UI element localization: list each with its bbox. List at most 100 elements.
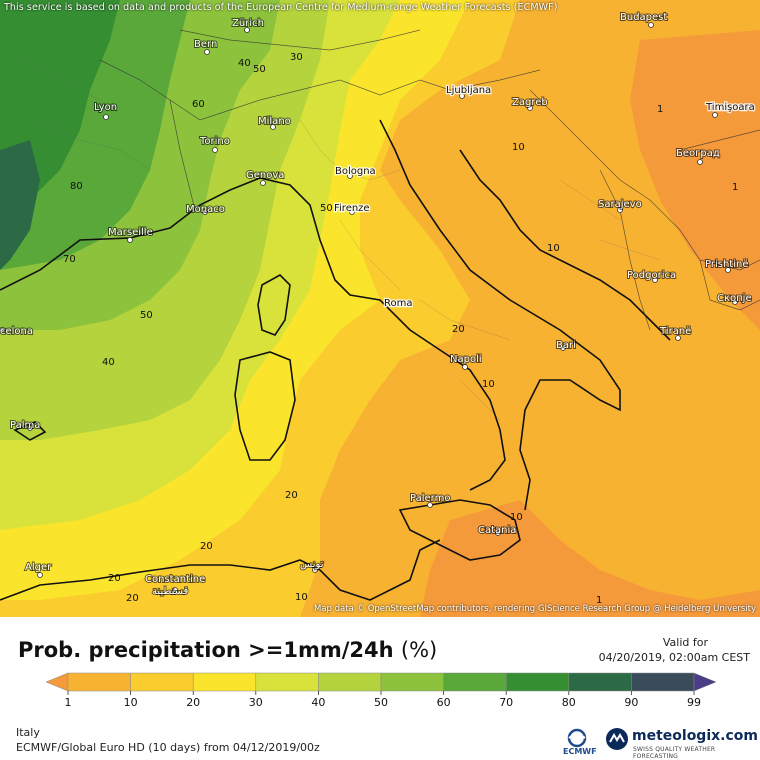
svg-text:60: 60 — [192, 99, 205, 110]
city-milano[interactable]: Milano — [257, 115, 292, 130]
city-ljubljana[interactable]: Ljubljana — [445, 84, 492, 99]
svg-text:70: 70 — [63, 254, 76, 265]
legend-swatch — [255, 672, 319, 692]
city-firenze[interactable]: Firenze — [333, 202, 371, 216]
city-podgorica[interactable]: Podgorica — [626, 269, 677, 283]
svg-text:1: 1 — [732, 182, 738, 193]
city-genova[interactable]: Genova — [245, 169, 285, 186]
city-tirane[interactable]: Tiranë — [658, 325, 692, 341]
svg-text:Monaco: Monaco — [186, 204, 225, 215]
city-catania[interactable]: Catania — [477, 524, 517, 537]
borders — [99, 29, 760, 331]
legend-swatch — [568, 672, 632, 692]
legend-tick-label: 10 — [123, 696, 138, 709]
svg-text:10: 10 — [547, 243, 560, 254]
ecmwf-logo[interactable] — [560, 727, 594, 757]
svg-text:Palma: Palma — [10, 420, 40, 431]
legend-tick-label: 90 — [624, 696, 639, 709]
city-marseille[interactable]: Marseille — [107, 226, 154, 243]
svg-text:1: 1 — [657, 104, 663, 115]
svg-text:20: 20 — [200, 541, 213, 552]
meteologix-logo-icon[interactable] — [605, 727, 629, 751]
city-beograd[interactable]: Београд — [675, 147, 721, 165]
ecmwf-attribution: This service is based on data and produc… — [4, 2, 558, 13]
band-1b — [420, 500, 760, 617]
svg-text:Скопје: Скопје — [717, 292, 752, 304]
svg-text:Zagreb: Zagreb — [512, 97, 548, 108]
legend-tick-label: 40 — [311, 696, 326, 709]
city-alger[interactable]: Alger — [24, 561, 53, 578]
city-monaco[interactable]: Monaco — [185, 203, 226, 216]
valid-label: Valid for — [662, 636, 708, 649]
svg-text:50: 50 — [320, 203, 333, 214]
svg-text:Sarajevo: Sarajevo — [598, 199, 642, 210]
legend-swatch — [130, 672, 194, 692]
svg-text:Palermo: Palermo — [410, 493, 450, 504]
svg-text:Prishtinë: Prishtinë — [705, 259, 748, 270]
legend-tick-label: 60 — [436, 696, 451, 709]
svg-text:Marseille: Marseille — [108, 227, 153, 238]
svg-text:celona: celona — [0, 326, 33, 337]
svg-text:1: 1 — [596, 595, 602, 606]
ecmwf-logo-text: ECMWF — [563, 747, 597, 756]
regional-borders — [19, 59, 661, 421]
svg-text:Napoli: Napoli — [450, 354, 482, 365]
legend-swatch — [318, 672, 382, 692]
svg-text:Roma: Roma — [384, 298, 413, 309]
legend-tick-label: 30 — [248, 696, 263, 709]
svg-text:Podgorica: Podgorica — [627, 270, 676, 281]
legend-tick-labels: 1 10 20 30 40 50 60 70 80 90 99 — [0, 696, 760, 710]
city-bari[interactable]: Bari — [555, 339, 577, 352]
svg-text:Constantine: Constantine — [145, 574, 205, 585]
svg-text:Bologna: Bologna — [335, 166, 376, 177]
legend-tick-label: 70 — [499, 696, 514, 709]
svg-text:50: 50 — [140, 310, 153, 321]
legend-swatch — [380, 672, 444, 692]
svg-text:Tiranë: Tiranë — [659, 326, 691, 337]
city-palma[interactable]: Palma — [9, 419, 41, 432]
city-zagreb[interactable]: Zagreb — [511, 96, 549, 111]
svg-text:40: 40 — [238, 58, 251, 69]
svg-text:Bern: Bern — [194, 39, 217, 50]
svg-text:Budapest: Budapest — [620, 12, 667, 23]
svg-text:50: 50 — [253, 64, 266, 75]
city-bologna[interactable]: Bologna — [334, 165, 377, 179]
map-credit: Map data © OpenStreetMap contributors, r… — [314, 604, 756, 614]
legend-swatch — [693, 672, 716, 692]
city-sarajevo[interactable]: Sarajevo — [597, 198, 643, 213]
legend-swatch — [631, 672, 695, 692]
svg-text:10: 10 — [512, 142, 525, 153]
svg-text:20: 20 — [285, 490, 298, 501]
svg-text:Alger: Alger — [25, 562, 52, 573]
svg-text:Timişoara: Timişoara — [705, 102, 755, 113]
city-prishtine[interactable]: Prishtinë — [704, 258, 749, 273]
legend-tick-label: 80 — [561, 696, 576, 709]
legend-swatch — [192, 672, 257, 692]
meteologix-tagline: SWISS QUALITY WEATHER FORECASTING — [633, 746, 716, 760]
meteologix-brand[interactable]: meteologix.com — [632, 728, 758, 744]
svg-text:Београд: Београд — [676, 148, 720, 159]
svg-text:Lyon: Lyon — [94, 102, 117, 113]
legend-tick-label: 50 — [374, 696, 388, 709]
cities: Budapest Zürich Bern Lyon Milano Torino … — [0, 11, 756, 598]
city-barcelona[interactable]: celona — [0, 325, 34, 338]
svg-text:Milano: Milano — [258, 116, 291, 127]
svg-text:Torino: Torino — [199, 136, 230, 147]
legend-tick-label: 99 — [687, 696, 701, 709]
city-budapest[interactable]: Budapest — [619, 11, 668, 28]
city-skopje[interactable]: Скопје — [716, 291, 753, 305]
svg-text:10: 10 — [482, 379, 495, 390]
city-tunis[interactable]: تونس — [299, 558, 325, 573]
city-roma[interactable]: Roma — [383, 297, 414, 311]
valid-time: 04/20/2019, 02:00am CEST — [598, 651, 750, 664]
city-bern[interactable]: Bern — [193, 38, 218, 55]
city-zurich[interactable]: Zürich — [231, 17, 265, 33]
city-lyon[interactable]: Lyon — [93, 101, 118, 120]
svg-text:Genova: Genova — [246, 170, 284, 181]
city-napoli[interactable]: Napoli — [449, 353, 483, 370]
city-timisoara[interactable]: Timişoara — [704, 101, 756, 118]
city-torino[interactable]: Torino — [198, 135, 231, 153]
city-palermo[interactable]: Palermo — [409, 492, 451, 508]
probability-map[interactable]: Budapest Zürich Bern Lyon Milano Torino … — [0, 0, 760, 617]
